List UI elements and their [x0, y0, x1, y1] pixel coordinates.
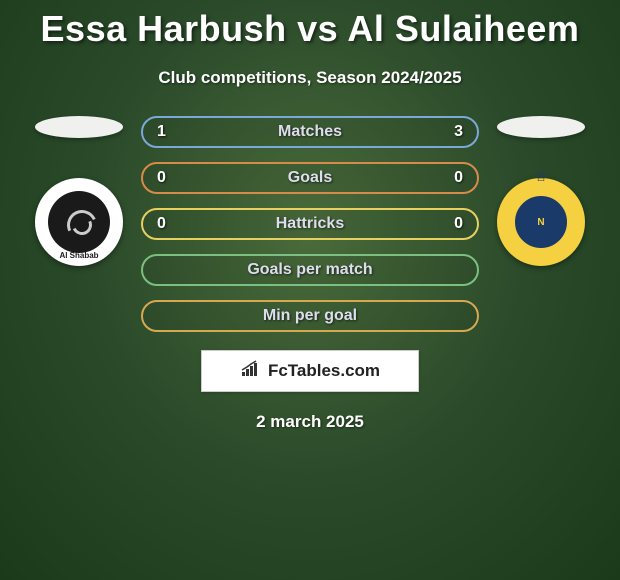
stat-label: Goals: [288, 169, 332, 187]
stat-left-value: 0: [157, 169, 166, 187]
comparison-content: Al Shabab 1 Matches 3 0 Goals 0 0 Hattri…: [0, 116, 620, 332]
left-club-logo: Al Shabab: [35, 178, 123, 266]
stat-right-value: 3: [454, 123, 463, 141]
stat-right-value: 0: [454, 215, 463, 233]
comparison-title: Essa Harbush vs Al Sulaiheem: [0, 0, 620, 50]
brand-text: FcTables.com: [268, 361, 380, 381]
stat-left-value: 1: [157, 123, 166, 141]
left-player-column: Al Shabab: [29, 116, 129, 266]
right-club-logo: ♔ N: [497, 178, 585, 266]
stat-bar-matches: 1 Matches 3: [141, 116, 479, 148]
al-nassr-icon: N: [515, 196, 567, 248]
stat-bars: 1 Matches 3 0 Goals 0 0 Hattricks 0 Goal…: [141, 116, 479, 332]
chart-icon: [240, 360, 262, 383]
stat-bar-mpg: Min per goal: [141, 300, 479, 332]
stat-label: Matches: [278, 123, 342, 141]
left-player-placeholder: [35, 116, 123, 138]
stat-left-value: 0: [157, 215, 166, 233]
brand-watermark: FcTables.com: [201, 350, 419, 392]
right-player-column: ♔ N: [491, 116, 591, 266]
stat-bar-goals: 0 Goals 0: [141, 162, 479, 194]
comparison-subtitle: Club competitions, Season 2024/2025: [0, 68, 620, 88]
stat-label: Goals per match: [247, 261, 372, 279]
stat-bar-hattricks: 0 Hattricks 0: [141, 208, 479, 240]
stat-label: Hattricks: [276, 215, 344, 233]
crown-icon: ♔: [535, 168, 548, 185]
stat-bar-gpm: Goals per match: [141, 254, 479, 286]
stat-right-value: 0: [454, 169, 463, 187]
left-club-label: Al Shabab: [59, 251, 98, 260]
al-shabab-icon: [48, 191, 110, 253]
comparison-date: 2 march 2025: [0, 412, 620, 432]
right-player-placeholder: [497, 116, 585, 138]
stat-label: Min per goal: [263, 307, 357, 325]
